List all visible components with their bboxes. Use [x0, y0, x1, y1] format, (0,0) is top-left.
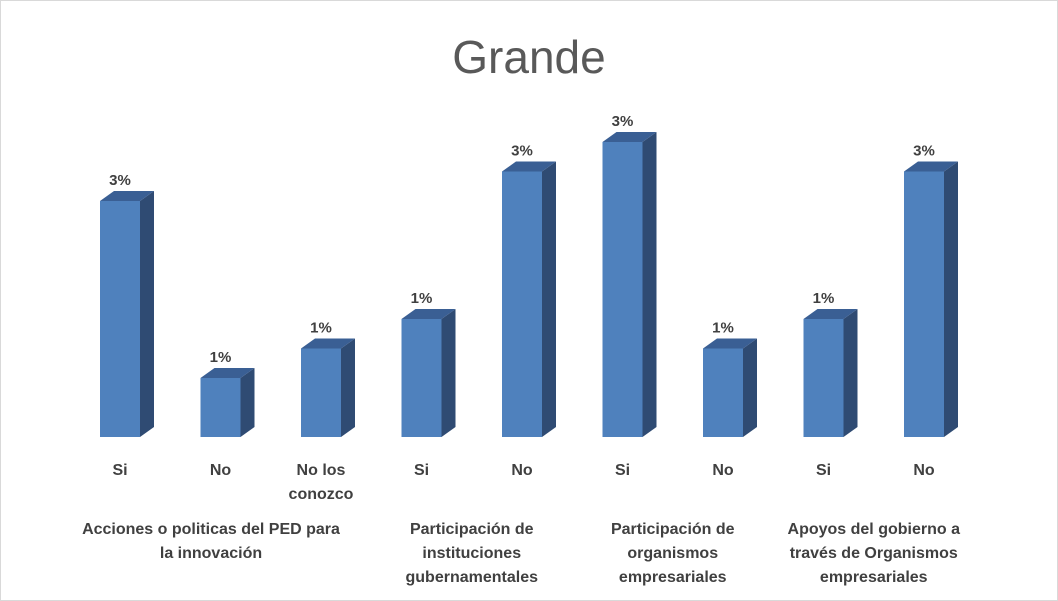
- bar-front: [200, 378, 241, 437]
- data-label: 3%: [612, 113, 634, 130]
- bar-front: [904, 171, 944, 437]
- group-label: gubernamentales: [406, 569, 539, 586]
- data-label: 1%: [813, 290, 835, 307]
- bar-front: [401, 319, 442, 437]
- category-label: No: [210, 462, 232, 479]
- bar-top: [502, 161, 556, 172]
- bar-side: [140, 191, 154, 437]
- bar-4: [401, 309, 456, 437]
- bar-top: [100, 191, 154, 201]
- data-label: 3%: [109, 172, 131, 189]
- bar-side: [944, 161, 958, 437]
- group-label: instituciones: [422, 545, 521, 562]
- bar-3: [301, 338, 355, 437]
- group-label: través de Organismos: [790, 545, 958, 562]
- bar-8: [803, 309, 858, 437]
- bar-front: [502, 171, 542, 437]
- category-label: No: [511, 462, 533, 479]
- group-label: la innovación: [160, 545, 262, 562]
- bar-top: [703, 338, 757, 349]
- bars-layer: [100, 132, 958, 437]
- data-label: 3%: [511, 143, 533, 160]
- bar-side: [240, 368, 255, 437]
- data-label: 1%: [411, 290, 433, 307]
- bar-top: [401, 309, 456, 319]
- category-label: Si: [112, 462, 127, 479]
- group-label: Apoyos del gobierno a: [788, 521, 961, 538]
- group-label: Participación de: [410, 521, 534, 538]
- data-label: 1%: [712, 320, 734, 337]
- bar-side: [843, 309, 858, 437]
- bar-top: [200, 368, 255, 378]
- group-label: Acciones o politicas del PED para: [82, 521, 340, 538]
- chart-title: Grande: [452, 31, 605, 83]
- bar-side: [642, 132, 657, 437]
- bar-front: [602, 142, 643, 437]
- bar-front: [703, 348, 743, 437]
- bar-6: [602, 132, 657, 437]
- category-label: No: [712, 462, 734, 479]
- bar-top: [301, 338, 355, 349]
- category-label: Si: [414, 462, 429, 479]
- group-label: empresariales: [619, 569, 727, 586]
- bar-front: [803, 319, 844, 437]
- bar-front: [301, 348, 341, 437]
- bar-top: [602, 132, 657, 142]
- category-label: Si: [816, 462, 831, 479]
- group-label: empresariales: [820, 569, 928, 586]
- bar-side: [743, 338, 757, 437]
- bar-side: [441, 309, 456, 437]
- group-label: Participación de: [611, 521, 735, 538]
- bar-1: [100, 191, 154, 437]
- data-label: 3%: [913, 143, 935, 160]
- bar-top: [904, 161, 958, 172]
- bar-7: [703, 338, 757, 437]
- data-label: 1%: [210, 349, 232, 366]
- bar-front: [100, 201, 140, 437]
- labels-layer: 3% Si 1% No 1% No los conozco 1% Si 3% No 3% Si 1% No 1…: [82, 113, 960, 586]
- bar-5: [502, 161, 556, 437]
- category-label: No los: [297, 462, 346, 479]
- group-label: organismos: [627, 545, 718, 562]
- data-label: 1%: [310, 320, 332, 337]
- category-label: No: [913, 462, 935, 479]
- bar-2: [200, 368, 255, 437]
- bar-side: [341, 338, 355, 437]
- bar-top: [803, 309, 858, 319]
- bar-side: [542, 161, 556, 437]
- category-label: conozco: [289, 486, 354, 503]
- bar-9: [904, 161, 958, 437]
- category-label: Si: [615, 462, 630, 479]
